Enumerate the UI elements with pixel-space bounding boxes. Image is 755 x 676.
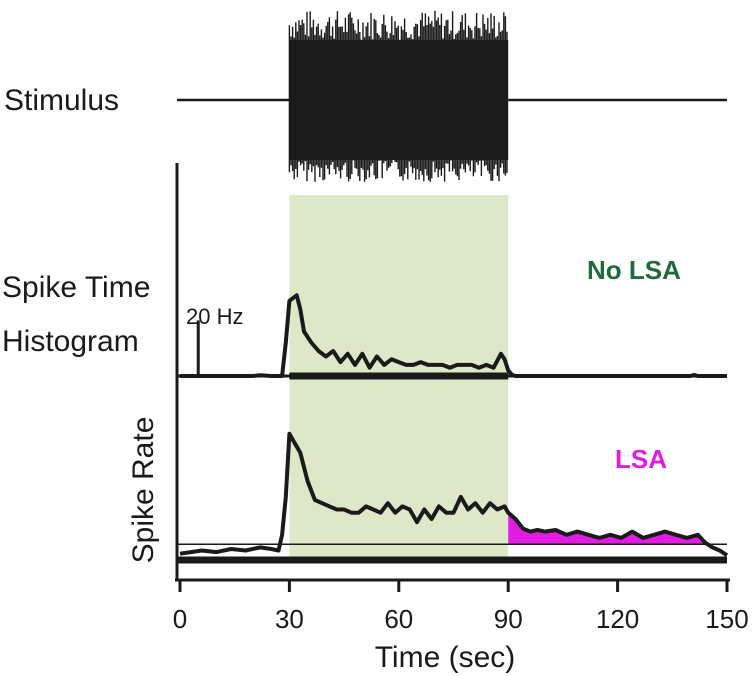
x-axis-label: Time (sec) — [375, 641, 516, 674]
x-tick-label: 30 — [275, 604, 304, 634]
y-axis-label: Spike Rate — [127, 417, 160, 564]
series-lsa-fill — [508, 512, 727, 545]
x-tick-label: 0 — [173, 604, 187, 634]
stimulus-burst-noise — [288, 10, 508, 182]
legend-lsa: LSA — [615, 444, 667, 474]
stimulus-label: Stimulus — [4, 84, 119, 117]
scale-bar-label: 20 Hz — [186, 304, 243, 329]
histogram-label-line1: Spike Time — [2, 271, 150, 304]
x-tick-label: 60 — [384, 604, 413, 634]
stimulus-trace — [177, 10, 727, 182]
x-tick-label: 150 — [705, 604, 748, 634]
x-tick-label: 120 — [596, 604, 639, 634]
x-ticks: 0 30 60 90 120 150 — [173, 580, 749, 634]
histogram-label-line2: Histogram — [2, 325, 139, 358]
legend-no-lsa: No LSA — [587, 255, 681, 285]
x-tick-label: 90 — [494, 604, 523, 634]
series-no-lsa-line — [180, 293, 727, 378]
series-rate-line — [179, 431, 729, 557]
